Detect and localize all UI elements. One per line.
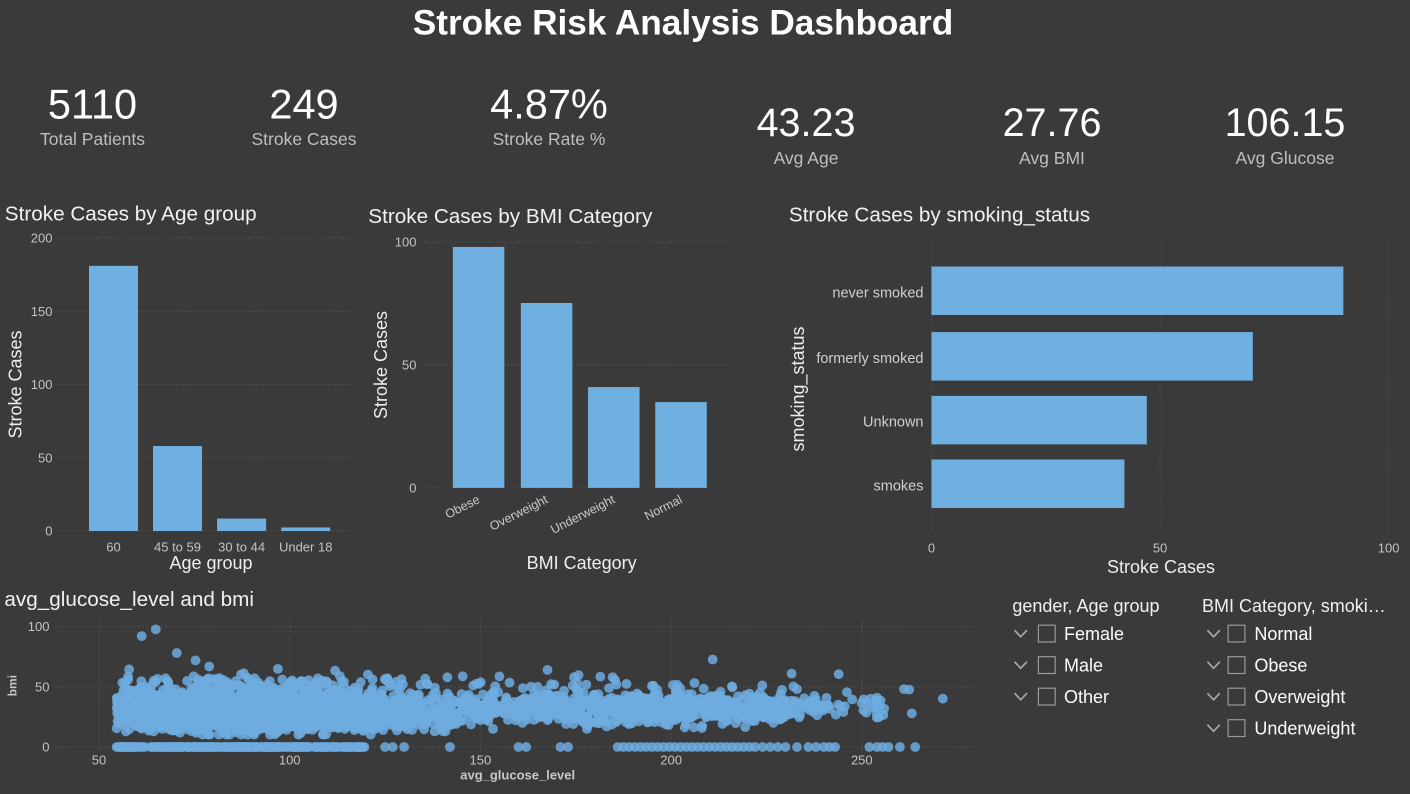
svg-text:Stroke Cases: Stroke Cases (251, 129, 356, 149)
svg-text:smoking_status: smoking_status (788, 326, 809, 451)
svg-text:0: 0 (45, 524, 52, 539)
svg-text:Age group: Age group (169, 553, 252, 573)
svg-text:100: 100 (279, 752, 301, 767)
svg-text:Stroke Cases: Stroke Cases (6, 330, 26, 438)
svg-text:Stroke Cases by smoking_status: Stroke Cases by smoking_status (789, 204, 1090, 227)
svg-text:Unknown: Unknown (863, 415, 923, 431)
svg-text:106.15: 106.15 (1225, 101, 1346, 145)
svg-text:30 to 44: 30 to 44 (218, 539, 265, 554)
svg-text:avg_glucose_level: avg_glucose_level (460, 768, 575, 783)
svg-text:45 to 59: 45 to 59 (154, 539, 201, 554)
svg-text:Stroke Rate %: Stroke Rate % (493, 129, 606, 149)
svg-text:43.23: 43.23 (757, 101, 856, 145)
svg-text:Under 18: Under 18 (279, 539, 332, 554)
svg-text:50: 50 (92, 752, 106, 767)
svg-text:formerly smoked: formerly smoked (816, 351, 923, 367)
svg-text:never smoked: never smoked (832, 286, 923, 302)
svg-text:bmi: bmi (6, 675, 20, 696)
svg-text:Stroke Risk Analysis Dashboard: Stroke Risk Analysis Dashboard (413, 4, 953, 43)
svg-text:Underweight: Underweight (548, 492, 617, 537)
svg-text:BMI Category: BMI Category (527, 553, 637, 573)
svg-text:Stroke Cases by BMI Category: Stroke Cases by BMI Category (368, 205, 653, 228)
svg-text:avg_glucose_level and bmi: avg_glucose_level and bmi (4, 588, 254, 611)
svg-text:Normal: Normal (642, 492, 684, 523)
svg-text:50: 50 (402, 358, 416, 373)
svg-text:Obese: Obese (443, 492, 482, 521)
svg-text:100: 100 (28, 619, 50, 634)
svg-text:4.87%: 4.87% (490, 80, 608, 127)
svg-text:27.76: 27.76 (1003, 101, 1102, 145)
svg-text:100: 100 (31, 377, 53, 392)
svg-text:100: 100 (1378, 541, 1400, 556)
svg-text:100: 100 (395, 235, 417, 250)
svg-text:50: 50 (1153, 541, 1167, 556)
svg-text:0: 0 (928, 541, 935, 556)
svg-text:5110: 5110 (48, 80, 137, 127)
svg-text:Stroke Cases: Stroke Cases (1107, 557, 1215, 577)
svg-text:50: 50 (35, 679, 49, 694)
svg-text:0: 0 (42, 740, 49, 755)
svg-text:Avg Age: Avg Age (774, 148, 839, 168)
svg-text:Avg Glucose: Avg Glucose (1236, 148, 1335, 168)
svg-text:0: 0 (409, 481, 416, 496)
svg-text:200: 200 (660, 752, 682, 767)
svg-text:249: 249 (269, 80, 338, 127)
svg-text:Avg BMI: Avg BMI (1019, 148, 1085, 168)
svg-text:Stroke Cases by Age group: Stroke Cases by Age group (5, 203, 257, 226)
svg-text:Overweight: Overweight (487, 492, 550, 533)
svg-text:Stroke Cases: Stroke Cases (371, 311, 391, 419)
svg-text:150: 150 (470, 752, 492, 767)
svg-text:60: 60 (106, 539, 120, 554)
svg-text:150: 150 (31, 304, 53, 319)
svg-text:smokes: smokes (874, 478, 924, 494)
svg-text:250: 250 (851, 752, 873, 767)
svg-text:50: 50 (38, 450, 52, 465)
svg-text:Total Patients: Total Patients (40, 129, 145, 149)
svg-text:200: 200 (31, 231, 53, 246)
